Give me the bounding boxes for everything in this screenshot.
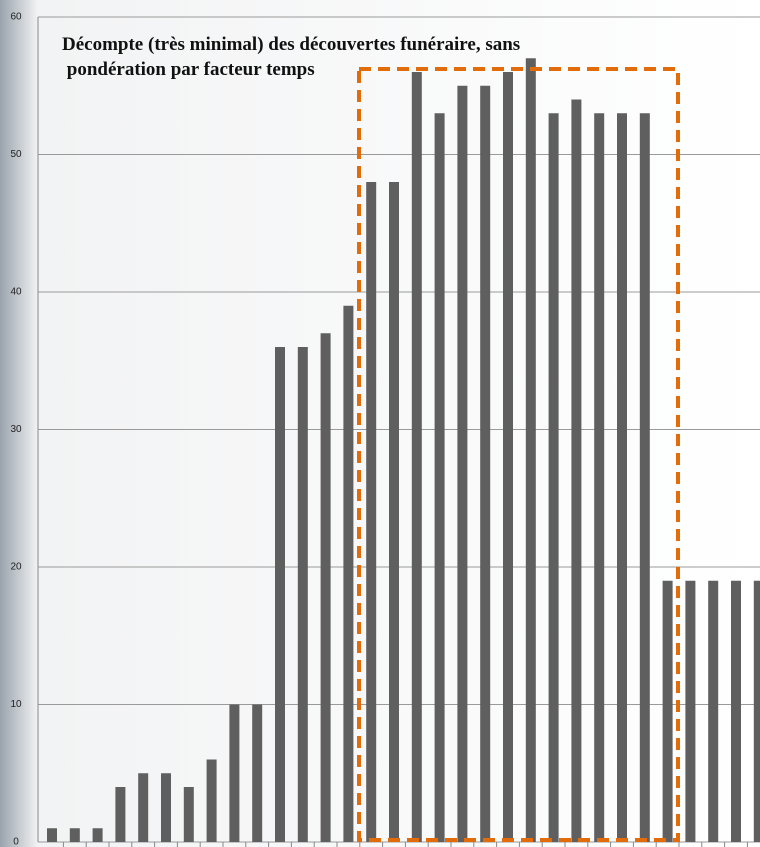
bar [183,787,194,842]
bar [275,347,285,842]
bar [525,58,536,842]
bar [548,113,559,842]
plot: 0 10 20 30 40 50 60 [10,12,760,847]
bar [662,580,673,842]
y-tick-label: 10 [10,699,22,710]
bar [206,759,217,842]
bar [320,333,331,842]
bar [617,113,627,842]
bar [480,85,491,842]
bar [457,85,468,842]
bar [389,182,399,842]
y-tick-label: 50 [10,149,22,160]
bar [731,580,741,842]
bar [366,182,377,842]
bar [685,580,696,842]
bar [229,704,240,842]
chart-title: pondération par facteur temps [62,59,315,80]
y-tick-label: 30 [10,424,22,435]
y-tick-label: 0 [13,837,19,847]
bar [138,773,149,842]
bar [411,72,422,842]
bar [753,580,760,842]
bar [252,704,263,842]
highlight-box [357,67,680,842]
y-tick-label: 60 [10,12,22,23]
bar [297,347,308,842]
bar [115,787,126,842]
bar [571,99,582,842]
bar [434,113,445,842]
y-tick-label: 40 [10,287,22,298]
bar [92,828,103,842]
y-tick-label: 20 [10,562,22,573]
bar [639,113,650,842]
chart-title: Décompte (très minimal) des découvertes … [62,34,520,55]
bar [708,580,719,842]
bar [503,72,513,842]
bar [343,305,354,842]
bar [161,773,171,842]
bar [594,113,605,842]
bar [69,828,80,842]
bar [47,828,57,842]
